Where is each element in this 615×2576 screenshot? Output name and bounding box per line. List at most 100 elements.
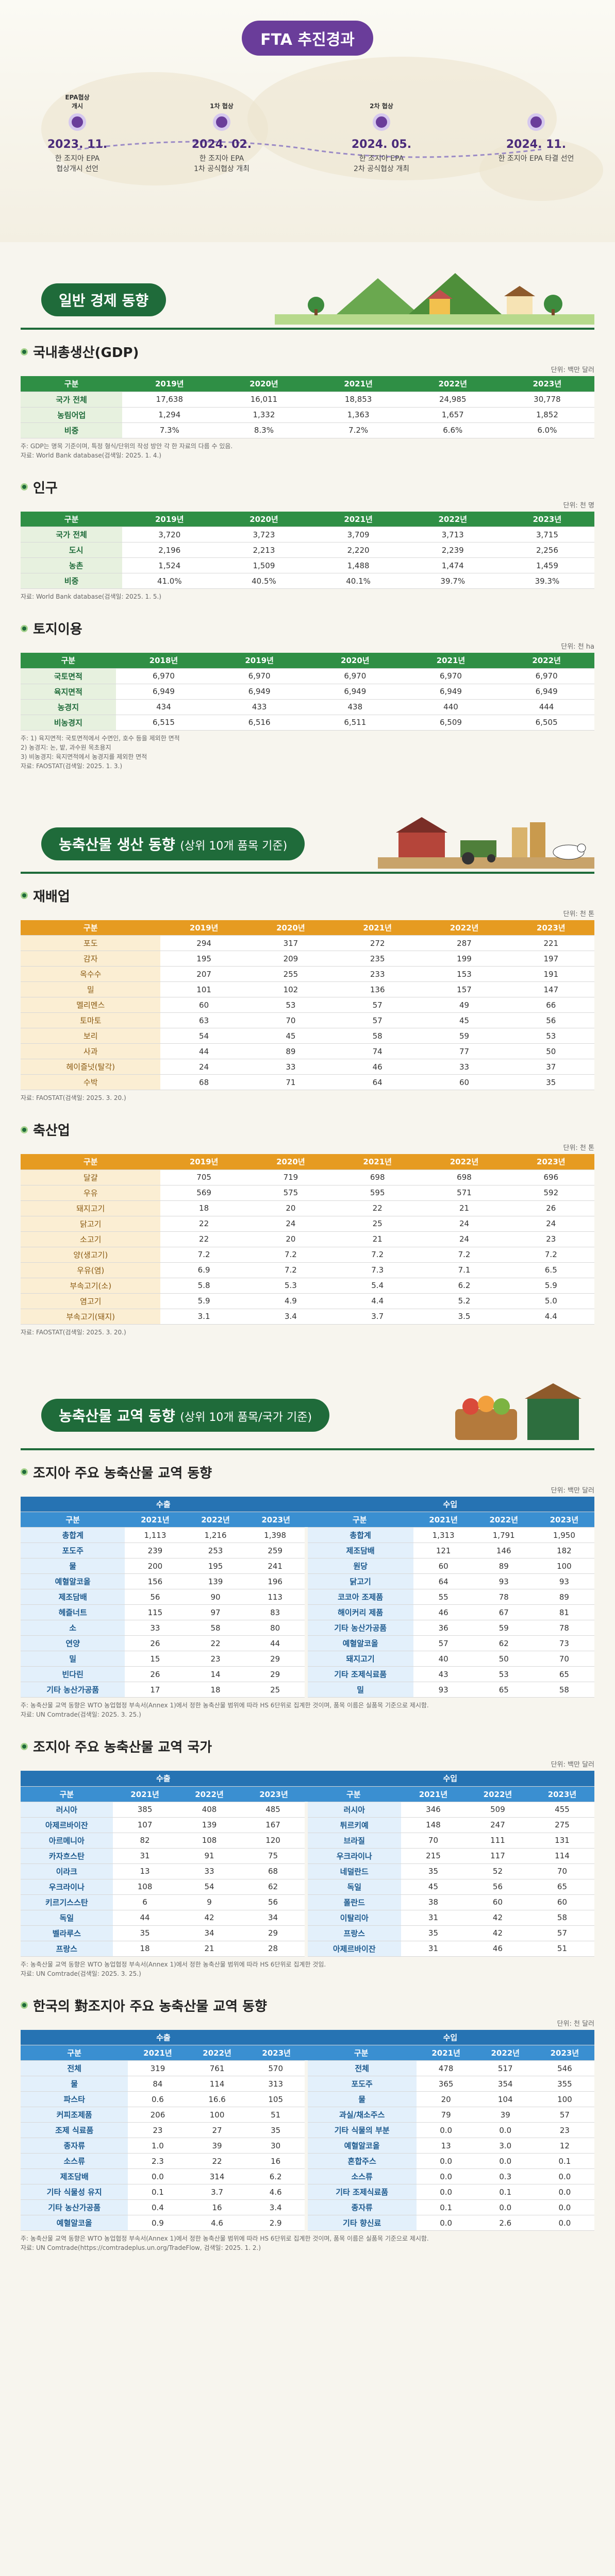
table-cell: 102 — [247, 981, 335, 997]
row-label: 벨라루스 — [21, 1925, 113, 1941]
table-cell: 1,294 — [122, 407, 217, 423]
table-cell: 0.0 — [416, 2153, 476, 2169]
table-row: 커피조제품 206 100 51 과실/채소주스 79 39 57 — [21, 2107, 594, 2123]
row-label: 달걀 — [21, 1170, 161, 1185]
row-label: 브라질 — [304, 1833, 401, 1849]
table-cell: 24 — [421, 1231, 508, 1247]
row-label: 코코아 조제품 — [304, 1589, 413, 1605]
table-cell: 319 — [128, 2060, 188, 2076]
table-row: 소스류 2.3 22 16 혼합주스 0.0 0.0 0.1 — [21, 2153, 594, 2169]
table-cell: 42 — [465, 1910, 530, 1926]
row-label: 농촌 — [21, 557, 123, 573]
table-cell: 6.5 — [507, 1262, 594, 1278]
table-cell: 39 — [187, 2138, 247, 2154]
land-unit: 단위: 천 ha — [561, 643, 594, 651]
table-row: 소고기 22 20 21 24 23 — [21, 1231, 594, 1247]
table-cell: 114 — [529, 1848, 594, 1864]
row-label: 우유 — [21, 1185, 161, 1201]
table-cell: 355 — [535, 2076, 594, 2092]
row-label: 소고기 — [21, 1231, 161, 1247]
table-row: 기타 농산가공품 17 18 25 밀 93 65 58 — [21, 1682, 594, 1698]
table-cell: 30 — [246, 2138, 306, 2154]
table-cell: 24 — [160, 1059, 247, 1075]
livestock-unit: 단위: 천 톤 — [563, 1144, 595, 1152]
table-cell: 35 — [507, 1074, 594, 1090]
table-row: 헤즐너트 115 97 83 해이커리 제품 46 67 81 — [21, 1604, 594, 1620]
table-row: 부속고기(소) 5.8 5.3 5.4 6.2 5.9 — [21, 1278, 594, 1294]
table-cell: 24,985 — [405, 392, 500, 408]
column-header: 2022년 — [405, 511, 500, 527]
table-cell: 247 — [465, 1817, 530, 1833]
table-cell: 107 — [112, 1817, 177, 1833]
table-cell: 23 — [507, 1231, 594, 1247]
table-cell: 34 — [241, 1910, 306, 1926]
table-cell: 90 — [185, 1589, 246, 1605]
table-row: 국토면적 6,970 6,970 6,970 6,970 6,970 — [21, 668, 594, 684]
table-cell: 100 — [535, 2091, 594, 2107]
column-header: 2021년 — [125, 1512, 186, 1528]
table-cell: 233 — [334, 966, 421, 982]
table-cell: 9 — [177, 1894, 242, 1910]
table-cell: 4.4 — [507, 1309, 594, 1325]
population-table: 구분 2019년 2020년 2021년 2022년 2023년 국가 전체 3,720 3,7… — [21, 511, 594, 589]
row-label: 밀 — [21, 1651, 125, 1667]
table-cell: 455 — [529, 1802, 594, 1818]
column-header: 구분 — [21, 920, 161, 936]
table-row: 총합계 1,113 1,216 1,398 총합계 1,313 1,791 1,950 — [21, 1527, 594, 1543]
column-header: 구분 — [21, 1154, 161, 1170]
table-cell: 93 — [534, 1573, 594, 1589]
table-cell: 18 — [160, 1200, 247, 1216]
table-cell: 57 — [535, 2107, 594, 2123]
table-cell: 2,196 — [122, 542, 217, 558]
table-cell: 0.9 — [128, 2215, 188, 2231]
table-cell: 62 — [473, 1635, 534, 1651]
table-cell: 1,488 — [311, 557, 406, 573]
column-header: 2022년 — [473, 1512, 534, 1528]
bullet-icon — [21, 1126, 28, 1133]
row-label: 전체 — [21, 2060, 128, 2076]
table-row: 양(생고기) 7.2 7.2 7.2 7.2 7.2 — [21, 1247, 594, 1263]
row-label: 프랑스 — [21, 1941, 113, 1957]
table-cell: 29 — [245, 1651, 306, 1667]
table-cell: 89 — [473, 1558, 534, 1574]
table-cell: 0.1 — [416, 2199, 476, 2215]
table-cell: 5.2 — [421, 1293, 508, 1309]
row-label: 아르메니아 — [21, 1833, 113, 1849]
table-cell: 7.2% — [311, 422, 406, 438]
table-cell: 346 — [401, 1802, 466, 1818]
trade-countries-table: 수출 수입 구분 2021년 2022년 2023년 구분 2021년 2022년 2023년 러시… — [21, 1771, 594, 1957]
row-label: 예혈알코올 — [21, 1573, 125, 1589]
table-cell: 3.1 — [160, 1309, 247, 1325]
row-label: 소스류 — [304, 2168, 417, 2184]
table-cell: 60 — [421, 1074, 508, 1090]
table-cell: 0.0 — [475, 2153, 535, 2169]
table-cell: 18 — [185, 1682, 246, 1698]
table-cell: 0.0 — [535, 2168, 594, 2184]
row-label: 옥수수 — [21, 966, 161, 982]
row-label: 예혈알코올 — [21, 2215, 128, 2231]
row-label: 헤이즐넛(탈각) — [21, 1059, 161, 1075]
table-cell: 39.3% — [500, 573, 594, 589]
table-cell: 569 — [160, 1185, 247, 1201]
korea-trade-notes: 주: 농축산물 교역 동향은 WTO 농업협정 부속서(Annex 1)에서 정… — [21, 2235, 429, 2251]
table-row: 포도 294 317 272 287 221 — [21, 935, 594, 951]
table-cell: 131 — [529, 1833, 594, 1849]
row-label: 밀 — [21, 981, 161, 997]
row-label: 이라크 — [21, 1863, 113, 1879]
table-cell: 241 — [245, 1558, 306, 1574]
table-cell: 53 — [473, 1666, 534, 1682]
column-header: 2021년 — [334, 1154, 421, 1170]
table-row: 사과 44 89 74 77 50 — [21, 1043, 594, 1059]
table-cell: 317 — [247, 935, 335, 951]
column-header: 2020년 — [217, 376, 311, 392]
table-cell: 39.7% — [405, 573, 500, 589]
table-cell: 698 — [334, 1170, 421, 1185]
column-header: 구분 — [306, 2045, 417, 2061]
table-cell: 56 — [125, 1589, 186, 1605]
table-cell: 83 — [245, 1604, 306, 1620]
table-row: 국가 전체 3,720 3,723 3,709 3,713 3,715 — [21, 527, 594, 543]
table-cell: 546 — [535, 2060, 594, 2076]
table-row: 연양 26 22 44 예혈알코올 57 62 73 — [21, 1635, 594, 1651]
table-cell: 15 — [125, 1651, 186, 1667]
row-label: 국가 전체 — [21, 392, 123, 408]
